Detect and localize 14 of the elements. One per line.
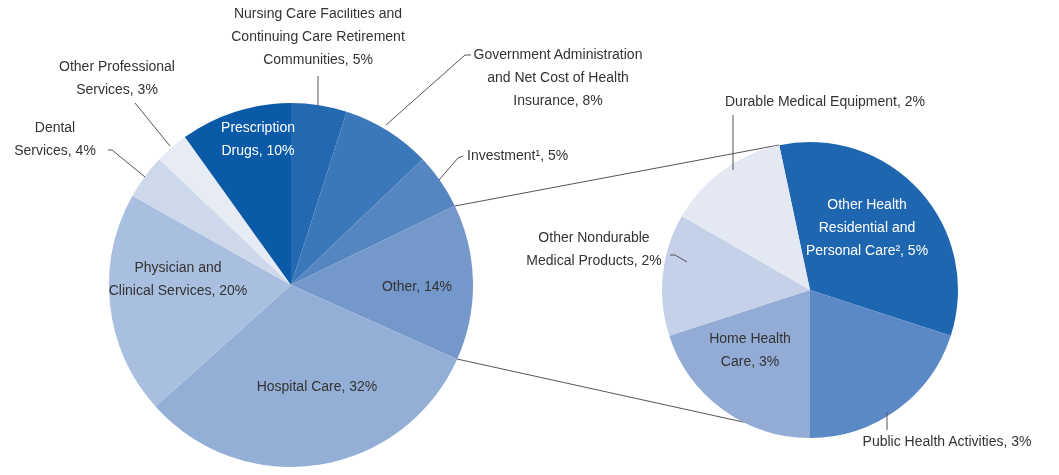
slice-label: Nursing Care Facilities and Continuing Care Retirement Communities, 5% — [231, 4, 405, 67]
slice-label: Other Professional Services, 3% — [59, 57, 175, 97]
slice-label: Other Nondurable Medical Products, 2% — [526, 228, 662, 268]
slice-label: Public Health Activities, 3% — [862, 432, 1032, 449]
slice-label: Other Health Residential and Personal Care², 5% — [805, 195, 929, 258]
slice-label: Prescription Drugs, 10% — [221, 118, 295, 158]
slice-label: Investment¹, 5% — [467, 146, 569, 163]
slice-label: Physician and Clinical Services, 20% — [108, 258, 248, 298]
slice-label: Dental Services, 4% — [14, 118, 96, 158]
slice-label: Hospital Care, 32% — [256, 377, 378, 394]
slice-label: Other, 14% — [381, 277, 453, 294]
slice-label: Home Health Care, 3% — [709, 329, 791, 369]
slice-label: Durable Medical Equipment, 2% — [725, 92, 925, 109]
slice-label: Government Administration and Net Cost of Health Insurance, 8% — [473, 45, 643, 108]
